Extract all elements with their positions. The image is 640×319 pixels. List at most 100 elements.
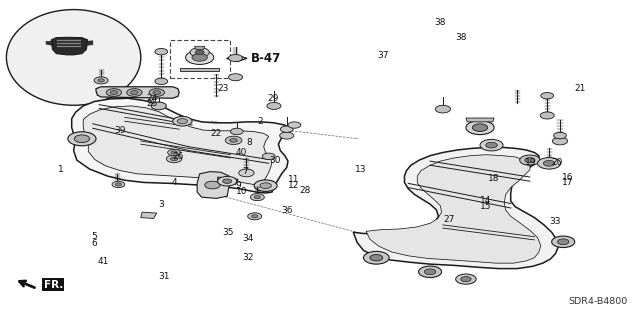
Text: 3: 3 [159, 200, 164, 209]
Text: 38: 38 [456, 33, 467, 42]
Circle shape [456, 274, 476, 284]
Circle shape [248, 213, 262, 220]
Circle shape [94, 77, 108, 84]
Circle shape [186, 50, 214, 64]
Text: 22: 22 [210, 130, 221, 138]
Circle shape [166, 155, 182, 163]
Circle shape [538, 158, 561, 169]
Polygon shape [51, 37, 88, 55]
Circle shape [419, 266, 442, 278]
Circle shape [543, 160, 555, 166]
Circle shape [252, 215, 258, 218]
Circle shape [151, 102, 166, 110]
Text: 29: 29 [268, 94, 279, 103]
Text: 13: 13 [355, 165, 367, 174]
Circle shape [112, 181, 125, 188]
Text: 40: 40 [236, 148, 247, 157]
Circle shape [74, 135, 90, 143]
Text: 20: 20 [552, 158, 563, 167]
Circle shape [106, 89, 122, 96]
Polygon shape [46, 41, 52, 45]
Circle shape [225, 136, 242, 145]
Text: 8: 8 [246, 138, 252, 147]
Text: 32: 32 [242, 253, 253, 262]
Text: 7: 7 [242, 167, 248, 176]
Circle shape [230, 138, 237, 142]
Circle shape [472, 124, 488, 131]
Text: 31: 31 [159, 272, 170, 281]
Circle shape [254, 180, 277, 191]
Circle shape [525, 158, 535, 163]
Text: 24: 24 [146, 94, 157, 103]
Circle shape [192, 54, 207, 61]
Text: 33: 33 [549, 217, 561, 226]
Text: 41: 41 [97, 257, 109, 266]
Text: 18: 18 [488, 174, 499, 182]
Circle shape [480, 139, 503, 151]
Circle shape [254, 196, 260, 199]
Text: 34: 34 [242, 234, 253, 243]
Polygon shape [96, 87, 179, 98]
Circle shape [239, 169, 254, 177]
Circle shape [155, 48, 168, 55]
Text: 11: 11 [288, 175, 300, 184]
Circle shape [552, 236, 575, 248]
Circle shape [262, 153, 275, 160]
Text: 28: 28 [300, 186, 311, 195]
Circle shape [195, 50, 204, 55]
Circle shape [267, 102, 281, 109]
Circle shape [541, 93, 554, 99]
Circle shape [131, 91, 138, 94]
Text: 16: 16 [562, 173, 573, 182]
Text: 23: 23 [218, 84, 229, 93]
Circle shape [127, 89, 142, 96]
Circle shape [171, 151, 177, 154]
Circle shape [228, 55, 243, 62]
Polygon shape [353, 147, 558, 269]
Circle shape [153, 91, 161, 94]
Circle shape [540, 112, 554, 119]
Polygon shape [218, 177, 238, 184]
Polygon shape [180, 68, 219, 71]
Polygon shape [195, 46, 205, 49]
Circle shape [554, 132, 566, 139]
Text: 2: 2 [257, 117, 263, 126]
Circle shape [288, 122, 301, 128]
Polygon shape [83, 106, 272, 184]
Text: 35: 35 [223, 228, 234, 237]
Polygon shape [466, 118, 494, 122]
Text: 1: 1 [58, 165, 63, 174]
Circle shape [364, 251, 389, 264]
Circle shape [230, 128, 243, 135]
Text: 14: 14 [480, 197, 492, 205]
Text: 19: 19 [525, 158, 536, 167]
Circle shape [228, 74, 243, 81]
Circle shape [250, 194, 264, 201]
Circle shape [435, 105, 451, 113]
Circle shape [370, 255, 383, 261]
Text: 25: 25 [146, 99, 157, 108]
Circle shape [461, 277, 471, 282]
Circle shape [466, 121, 494, 135]
Circle shape [149, 89, 164, 96]
Circle shape [486, 142, 497, 148]
Circle shape [260, 183, 271, 189]
Text: 30: 30 [269, 156, 280, 165]
Text: B-47: B-47 [251, 52, 281, 65]
Circle shape [557, 239, 569, 245]
Circle shape [424, 269, 436, 275]
Circle shape [170, 157, 178, 161]
Text: 4: 4 [172, 178, 177, 187]
Ellipse shape [6, 10, 141, 105]
Circle shape [190, 48, 209, 57]
Circle shape [223, 179, 232, 183]
Text: 21: 21 [575, 84, 586, 93]
Text: 39: 39 [114, 126, 125, 135]
Text: 27: 27 [443, 215, 454, 224]
Circle shape [177, 119, 188, 124]
Polygon shape [86, 41, 93, 45]
Polygon shape [72, 98, 291, 193]
Text: 38: 38 [434, 19, 445, 27]
Text: FR.: FR. [44, 279, 63, 290]
Circle shape [168, 149, 180, 156]
